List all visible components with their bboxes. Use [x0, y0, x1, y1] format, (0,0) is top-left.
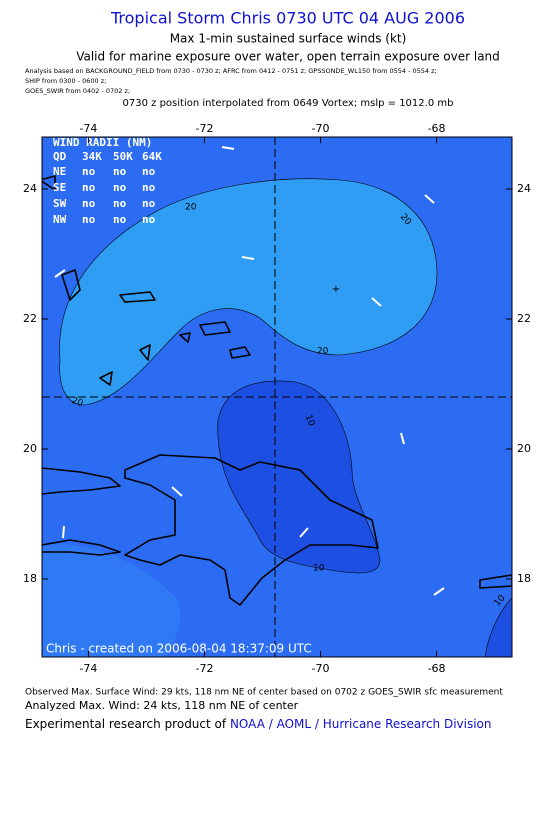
- contour-region: [217, 380, 381, 574]
- product-prefix: Experimental research product of: [25, 717, 227, 731]
- land-islands: [42, 175, 251, 386]
- analysis-line: SHIP from 0300 - 0600 z;: [25, 77, 106, 85]
- wind-radii-title: WIND RADII (NM): [53, 136, 152, 149]
- wind-radii-cell: no: [82, 165, 96, 178]
- contour-region: [42, 544, 180, 657]
- axes: -74 -74 -72 -72 -70 -70 -68 -68 18 18 20 20 22 22 24 24: [23, 122, 531, 675]
- wind-radii-cell: no: [142, 197, 156, 210]
- map: + 20 20 20 20 10 10 10 Chris - created o…: [42, 136, 512, 657]
- x-tick-label: -72: [195, 662, 213, 675]
- y-tick-label: 24: [517, 182, 531, 195]
- analyzed-wind: Analyzed Max. Wind: 24 kts, 118 nm NE of…: [25, 699, 299, 712]
- subtitle: Max 1-min sustained surface winds (kt): [170, 32, 407, 46]
- wind-radii-table: WIND RADII (NM)QD 34K 50K 64K NE no no no SE no no…: [53, 136, 162, 226]
- wind-radii-cell: no: [142, 181, 156, 194]
- wind-radii-cell: no: [113, 181, 127, 194]
- land-puerto-rico: [479, 574, 512, 589]
- y-tick-label: 24: [23, 182, 37, 195]
- x-tick-label: -70: [312, 122, 330, 135]
- analysis-line: GOES_SWIR from 0402 - 0702 z;: [25, 87, 130, 95]
- wind-radii-cell: SW: [53, 197, 67, 210]
- wind-radii-cell: NW: [53, 213, 67, 226]
- y-tick-label: 22: [517, 312, 531, 325]
- wind-radii-cell: no: [82, 213, 96, 226]
- max-wind-marker: +: [332, 284, 340, 295]
- x-tick-label: -74: [79, 662, 97, 675]
- wind-radii-header: 50K: [113, 150, 133, 163]
- observed-wind: Observed Max. Surface Wind: 29 kts, 118 …: [25, 688, 503, 698]
- product-link[interactable]: NOAA / AOML / Hurricane Research Divisio…: [230, 717, 492, 731]
- wind-radii-cell: no: [142, 213, 156, 226]
- y-tick-label: 22: [23, 312, 37, 325]
- map-frame: [41, 136, 513, 658]
- contour-label: 20: [185, 203, 197, 213]
- y-tick-label: 20: [517, 442, 531, 455]
- validity: Valid for marine exposure over water, op…: [76, 50, 500, 64]
- wind-radii-cell: SE: [53, 181, 66, 194]
- contour-label: 10: [313, 564, 325, 574]
- land-cuba: [42, 539, 121, 556]
- x-tick-label: -72: [195, 122, 213, 135]
- contour-label: 10: [303, 413, 316, 427]
- x-tick-label: -68: [428, 122, 446, 135]
- wind-radii-cell: no: [113, 213, 127, 226]
- contour-label: 20: [70, 396, 84, 409]
- land-hispaniola: [124, 454, 379, 606]
- x-tick-label: -70: [312, 662, 330, 675]
- wind-radii-cell: no: [142, 165, 156, 178]
- wind-barbs: [54, 146, 445, 596]
- wind-radii-header: QD: [53, 150, 67, 163]
- product-note: Experimental research product of NOAA / …: [25, 717, 492, 731]
- y-tick-label: 18: [517, 572, 531, 585]
- land-cuba: [42, 467, 121, 495]
- y-tick-label: 18: [23, 572, 37, 585]
- wind-radii-cell: no: [82, 197, 96, 210]
- x-tick-label: -68: [428, 662, 446, 675]
- credit: Chris - created on 2006-08-04 18:37:09 U…: [46, 642, 312, 656]
- wind-radii-cell: no: [113, 165, 127, 178]
- analysis-line: Analysis based on BACKGROUND_FIELD from …: [25, 67, 437, 75]
- y-tick-label: 20: [23, 442, 37, 455]
- title: Tropical Storm Chris 0730 UTC 04 AUG 200…: [110, 9, 465, 28]
- position-note: 0730 z position interpolated from 0649 V…: [123, 98, 454, 109]
- x-tick-label: -74: [79, 122, 97, 135]
- contour-region: [59, 178, 438, 406]
- wind-radii-cell: no: [113, 197, 127, 210]
- wind-radii-header: 64K: [142, 150, 162, 163]
- wind-radii-cell: NE: [53, 165, 66, 178]
- wind-radii-cell: no: [82, 181, 96, 194]
- wind-radii-header: 34K: [82, 150, 102, 163]
- contour-label: 20: [317, 347, 329, 357]
